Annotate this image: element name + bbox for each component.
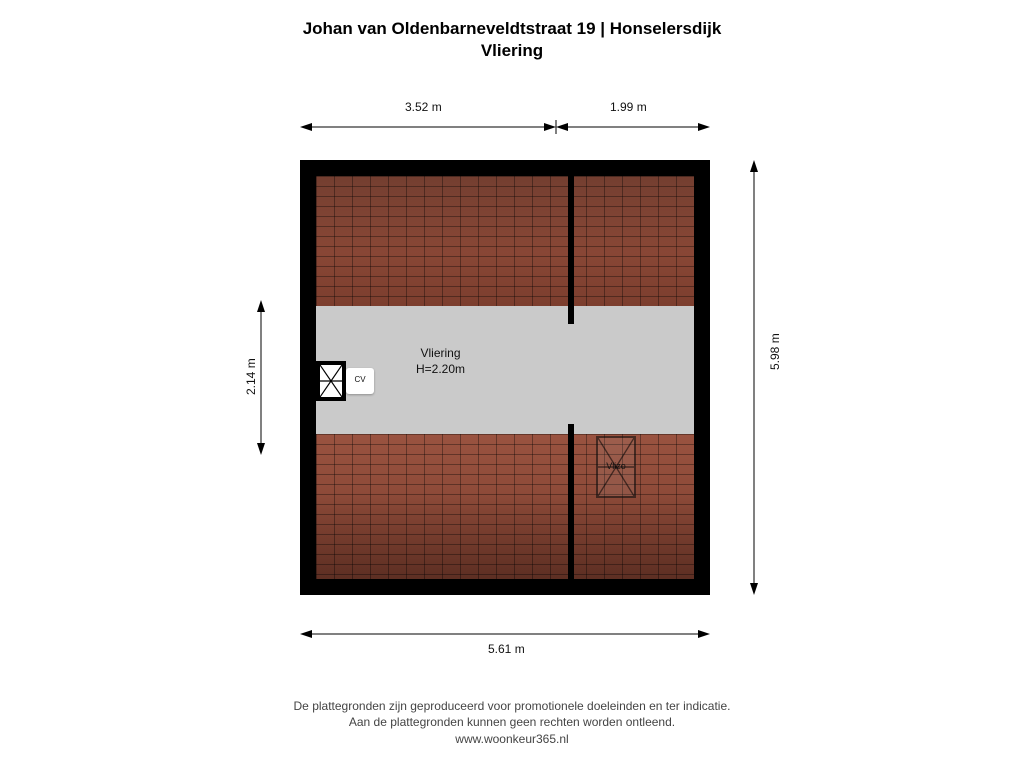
cv-unit: CV bbox=[346, 368, 374, 394]
dim-top-left-arrow bbox=[300, 118, 556, 136]
partition-doorway bbox=[566, 324, 576, 424]
room-name: Vliering bbox=[416, 346, 465, 362]
room-height: H=2.20m bbox=[416, 362, 465, 378]
title-line-2: Vliering bbox=[0, 40, 1024, 62]
dim-left-label: 2.14 m bbox=[244, 358, 258, 395]
dim-top-right-arrow bbox=[556, 118, 710, 136]
dim-top-right-label: 1.99 m bbox=[610, 100, 647, 114]
dim-bottom-label: 5.61 m bbox=[488, 642, 525, 656]
roof-bottom bbox=[316, 434, 694, 579]
footer-line-3: www.woonkeur365.nl bbox=[0, 731, 1024, 748]
dim-right-arrow bbox=[745, 160, 763, 595]
vlizo-label: Vlizo bbox=[596, 461, 636, 471]
floorplan: Vliering H=2.20m CV Vlizo bbox=[300, 160, 710, 595]
room-label: Vliering H=2.20m bbox=[416, 346, 465, 377]
footer: De plattegronden zijn geproduceerd voor … bbox=[0, 698, 1024, 748]
page-title: Johan van Oldenbarneveldtstraat 19 | Hon… bbox=[0, 18, 1024, 62]
cv-label: CV bbox=[354, 375, 365, 384]
title-line-1: Johan van Oldenbarneveldtstraat 19 | Hon… bbox=[0, 18, 1024, 40]
roof-top bbox=[316, 176, 694, 306]
window-box bbox=[316, 361, 346, 401]
dim-top-left-label: 3.52 m bbox=[405, 100, 442, 114]
footer-line-1: De plattegronden zijn geproduceerd voor … bbox=[0, 698, 1024, 715]
dim-bottom-arrow bbox=[300, 625, 710, 643]
interior-floor: Vliering H=2.20m CV Vlizo bbox=[316, 176, 694, 579]
footer-line-2: Aan de plattegronden kunnen geen rechten… bbox=[0, 714, 1024, 731]
dim-right-label: 5.98 m bbox=[768, 333, 782, 370]
